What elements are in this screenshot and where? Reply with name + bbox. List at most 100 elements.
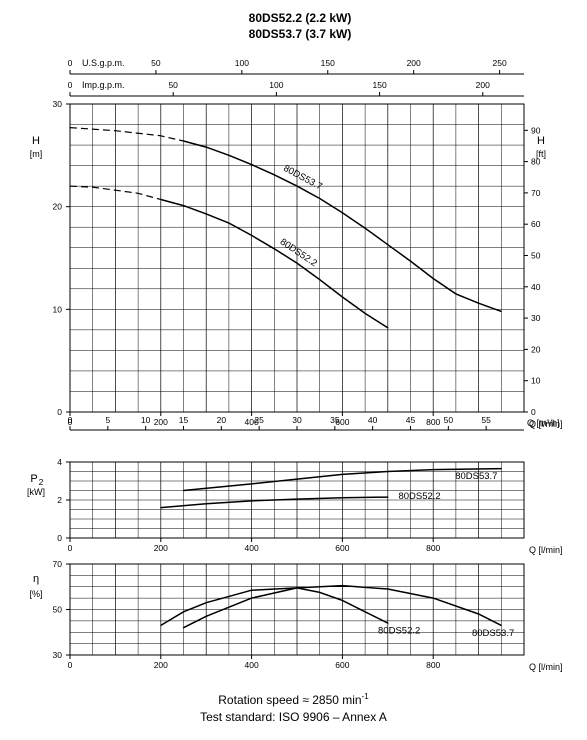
y2-tick-label: 70 bbox=[531, 188, 541, 198]
series-point bbox=[251, 589, 253, 591]
x-tick-label: 0 bbox=[68, 543, 73, 553]
y-axis-label: H bbox=[32, 135, 40, 147]
x-tick-label: 800 bbox=[426, 660, 440, 670]
top-axis-tick-label: 250 bbox=[493, 58, 507, 68]
top-axis-tick-label: 150 bbox=[321, 58, 335, 68]
x-axis-label: Q [l/min] bbox=[529, 419, 563, 429]
y2-axis-unit: [ft] bbox=[536, 149, 546, 159]
y-tick-label: 20 bbox=[53, 202, 63, 212]
series-point bbox=[205, 213, 207, 215]
chart-title-line2: 80DS53.7 (3.7 kW) bbox=[249, 27, 352, 41]
series-point bbox=[500, 468, 502, 470]
plot-frame bbox=[69, 103, 525, 413]
x-tick-label: 400 bbox=[245, 417, 259, 427]
series-label-80DS52.2: 80DS52.2 bbox=[398, 491, 440, 502]
series-label-80DS53.7: 80DS53.7 bbox=[455, 471, 497, 482]
series-point bbox=[296, 262, 298, 264]
series-point bbox=[182, 611, 185, 613]
top-axis-tick-label: 50 bbox=[151, 58, 161, 68]
x-tick-label: 0 bbox=[68, 417, 73, 427]
series-point bbox=[160, 198, 162, 201]
y-axis-unit: [%] bbox=[29, 589, 42, 599]
series-point bbox=[319, 591, 321, 594]
series-point bbox=[205, 615, 207, 617]
x-tick-label: 200 bbox=[154, 543, 168, 553]
m3h-axis-tick-label: 45 bbox=[406, 415, 416, 425]
y-tick-label: 0 bbox=[57, 533, 62, 543]
x-tick-label: 200 bbox=[154, 417, 168, 427]
series-point bbox=[500, 310, 502, 312]
series-point bbox=[273, 248, 275, 250]
series-point bbox=[341, 473, 343, 475]
m3h-axis-tick-label: 0 bbox=[68, 415, 73, 425]
series-point bbox=[69, 127, 71, 129]
series-point bbox=[160, 135, 162, 137]
m3h-axis-label: Q [m³/h] bbox=[527, 418, 560, 428]
m3h-axis-tick-label: 50 bbox=[444, 415, 454, 425]
x-tick-label: 600 bbox=[335, 543, 349, 553]
y2-tick-label: 80 bbox=[531, 157, 541, 167]
series-point bbox=[228, 154, 230, 156]
series-point bbox=[341, 599, 343, 602]
top-axis-tick-label: 100 bbox=[235, 58, 249, 68]
series-point bbox=[251, 234, 253, 237]
series-point bbox=[296, 185, 298, 187]
x-tick-label: 800 bbox=[426, 543, 440, 553]
series-point bbox=[251, 163, 253, 166]
x-tick-label: 0 bbox=[68, 660, 73, 670]
top-axis-tick-label: 100 bbox=[269, 80, 283, 90]
series-point bbox=[205, 503, 207, 505]
y-tick-label: 4 bbox=[57, 457, 62, 467]
rotation-speed-text: Rotation speed ≈ 2850 min bbox=[218, 693, 362, 707]
series-point bbox=[114, 130, 116, 132]
series-line-dashed bbox=[69, 127, 184, 142]
series-point bbox=[251, 597, 253, 599]
series-point bbox=[364, 312, 366, 315]
top-axis-tick-label: 50 bbox=[168, 80, 178, 90]
series-point bbox=[251, 483, 253, 485]
series-point bbox=[387, 622, 389, 624]
series-point bbox=[228, 222, 230, 224]
y-axis-label: P bbox=[30, 473, 37, 485]
series-point bbox=[432, 469, 434, 471]
rotation-speed-exponent: -1 bbox=[361, 692, 369, 701]
series-point bbox=[387, 244, 389, 246]
top-axis-label: U.S.g.p.m. bbox=[82, 58, 125, 68]
series-point bbox=[182, 489, 185, 492]
y-tick-label: 70 bbox=[53, 559, 63, 569]
series-point bbox=[319, 197, 321, 200]
y2-axis-label: H bbox=[537, 135, 545, 147]
series-point bbox=[273, 174, 275, 176]
y2-tick-label: 0 bbox=[531, 407, 536, 417]
m3h-axis-tick-label: 20 bbox=[217, 415, 227, 425]
series-point bbox=[387, 588, 389, 590]
series-point bbox=[341, 585, 343, 587]
top-axis-tick-label: 200 bbox=[476, 80, 490, 90]
top-axis-tick-label: 150 bbox=[372, 80, 386, 90]
series-label-80DS53.7: 80DS53.7 bbox=[472, 628, 514, 639]
chart-title-line1: 80DS52.2 (2.2 kW) bbox=[249, 11, 352, 25]
y-tick-label: 30 bbox=[53, 650, 63, 660]
series-line bbox=[160, 496, 388, 509]
series-point bbox=[205, 602, 207, 604]
y-tick-label: 50 bbox=[53, 605, 63, 615]
series-point bbox=[182, 140, 185, 142]
x-tick-label: 600 bbox=[335, 660, 349, 670]
m3h-axis-tick-label: 10 bbox=[141, 415, 151, 425]
top-axis-tick-label: 0 bbox=[68, 58, 73, 68]
m3h-axis-tick-label: 25 bbox=[254, 415, 264, 425]
m3h-axis-tick-label: 35 bbox=[330, 415, 340, 425]
top-axis-tick-label: 200 bbox=[407, 58, 421, 68]
y2-tick-label: 90 bbox=[531, 125, 541, 135]
y-tick-label: 30 bbox=[53, 99, 63, 109]
y-axis-unit: [kW] bbox=[27, 487, 45, 497]
series-point bbox=[387, 470, 389, 473]
series-point bbox=[364, 611, 366, 613]
series-point bbox=[387, 327, 389, 329]
y2-tick-label: 60 bbox=[531, 219, 541, 229]
series-point bbox=[182, 205, 185, 207]
x-axis-label: Q [l/min] bbox=[529, 545, 563, 555]
x-tick-label: 800 bbox=[426, 417, 440, 427]
